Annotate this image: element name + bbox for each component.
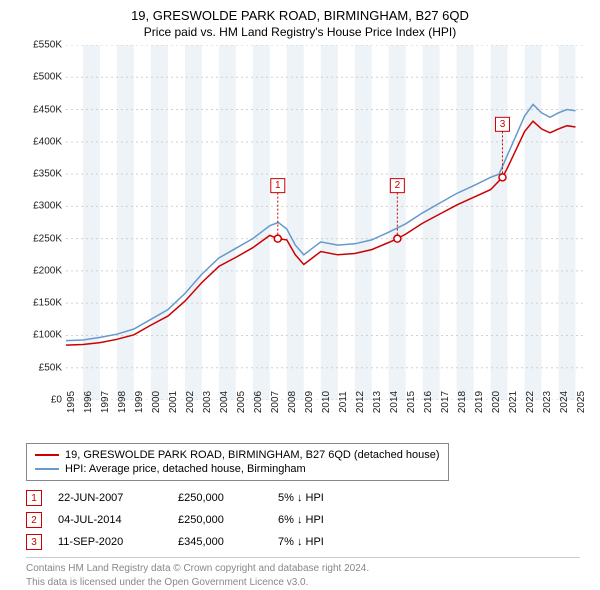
chart-area: 1 2 3 £0 £50K £100K £150K £200K £250K £300K £350K… xyxy=(24,45,584,415)
sale-date: 11-SEP-2020 xyxy=(58,536,178,548)
y-tick-label: £250K xyxy=(24,233,62,244)
chart-svg: 1 2 3 xyxy=(66,45,584,400)
sale-price: £250,000 xyxy=(178,492,278,504)
year-band xyxy=(253,45,270,400)
y-tick-label: £300K xyxy=(24,201,62,212)
y-tick-label: £350K xyxy=(24,169,62,180)
footer-line-2: This data is licensed under the Open Gov… xyxy=(26,576,580,590)
callout-label: 3 xyxy=(500,119,506,130)
sale-row: 3 11-SEP-2020£345,0007% ↓ HPI xyxy=(26,531,590,553)
y-tick-label: £100K xyxy=(24,330,62,341)
year-band xyxy=(457,45,474,400)
sale-point xyxy=(499,174,506,181)
year-band xyxy=(559,45,576,400)
y-tick-label: £450K xyxy=(24,104,62,115)
down-arrow-icon: ↓ xyxy=(297,492,303,504)
sale-hpi-delta: 7% ↓ HPI xyxy=(278,536,348,548)
chart-title: 19, GRESWOLDE PARK ROAD, BIRMINGHAM, B27… xyxy=(10,8,590,23)
down-arrow-icon: ↓ xyxy=(297,536,303,548)
sale-point xyxy=(274,235,281,242)
legend-label: HPI: Average price, detached house, Birm… xyxy=(65,463,306,475)
year-band xyxy=(525,45,542,400)
callout-label: 1 xyxy=(275,180,281,191)
sale-date: 04-JUL-2014 xyxy=(58,514,178,526)
sale-marker: 3 xyxy=(26,534,42,550)
y-tick-label: £400K xyxy=(24,136,62,147)
year-band xyxy=(491,45,508,400)
sale-row: 2 04-JUL-2014£250,0006% ↓ HPI xyxy=(26,509,590,531)
legend-row: 19, GRESWOLDE PARK ROAD, BIRMINGHAM, B27… xyxy=(35,448,440,462)
legend-swatch xyxy=(35,454,59,456)
legend-swatch xyxy=(35,468,59,470)
year-band xyxy=(287,45,304,400)
y-tick-label: £0 xyxy=(24,395,62,406)
y-tick-label: £150K xyxy=(24,298,62,309)
sales-table: 1 22-JUN-2007£250,0005% ↓ HPI 2 04-JUL-2014… xyxy=(26,487,590,553)
sale-date: 22-JUN-2007 xyxy=(58,492,178,504)
year-band xyxy=(151,45,168,400)
sale-marker: 2 xyxy=(26,512,42,528)
year-band xyxy=(321,45,338,400)
chart-plot: 1 2 3 xyxy=(66,45,584,400)
year-band xyxy=(219,45,236,400)
year-band xyxy=(185,45,202,400)
sale-point xyxy=(394,235,401,242)
callout-label: 2 xyxy=(395,180,401,191)
sale-price: £250,000 xyxy=(178,514,278,526)
sale-hpi-delta: 6% ↓ HPI xyxy=(278,514,348,526)
legend-label: 19, GRESWOLDE PARK ROAD, BIRMINGHAM, B27… xyxy=(65,449,440,461)
y-tick-label: £500K xyxy=(24,72,62,83)
year-band xyxy=(83,45,100,400)
year-band xyxy=(355,45,372,400)
chart-subtitle: Price paid vs. HM Land Registry's House … xyxy=(10,25,590,39)
y-tick-label: £50K xyxy=(24,362,62,373)
legend-row: HPI: Average price, detached house, Birm… xyxy=(35,462,440,476)
sale-price: £345,000 xyxy=(178,536,278,548)
legend-box: 19, GRESWOLDE PARK ROAD, BIRMINGHAM, B27… xyxy=(26,443,449,481)
y-tick-label: £550K xyxy=(24,40,62,51)
sale-marker: 1 xyxy=(26,490,42,506)
x-tick-label: 2025 xyxy=(576,391,600,413)
footer: Contains HM Land Registry data © Crown c… xyxy=(26,557,580,589)
sale-row: 1 22-JUN-2007£250,0005% ↓ HPI xyxy=(26,487,590,509)
year-band xyxy=(117,45,134,400)
footer-line-1: Contains HM Land Registry data © Crown c… xyxy=(26,562,580,576)
page-root: 19, GRESWOLDE PARK ROAD, BIRMINGHAM, B27… xyxy=(0,0,600,590)
sale-hpi-delta: 5% ↓ HPI xyxy=(278,492,348,504)
down-arrow-icon: ↓ xyxy=(297,514,303,526)
y-tick-label: £200K xyxy=(24,265,62,276)
